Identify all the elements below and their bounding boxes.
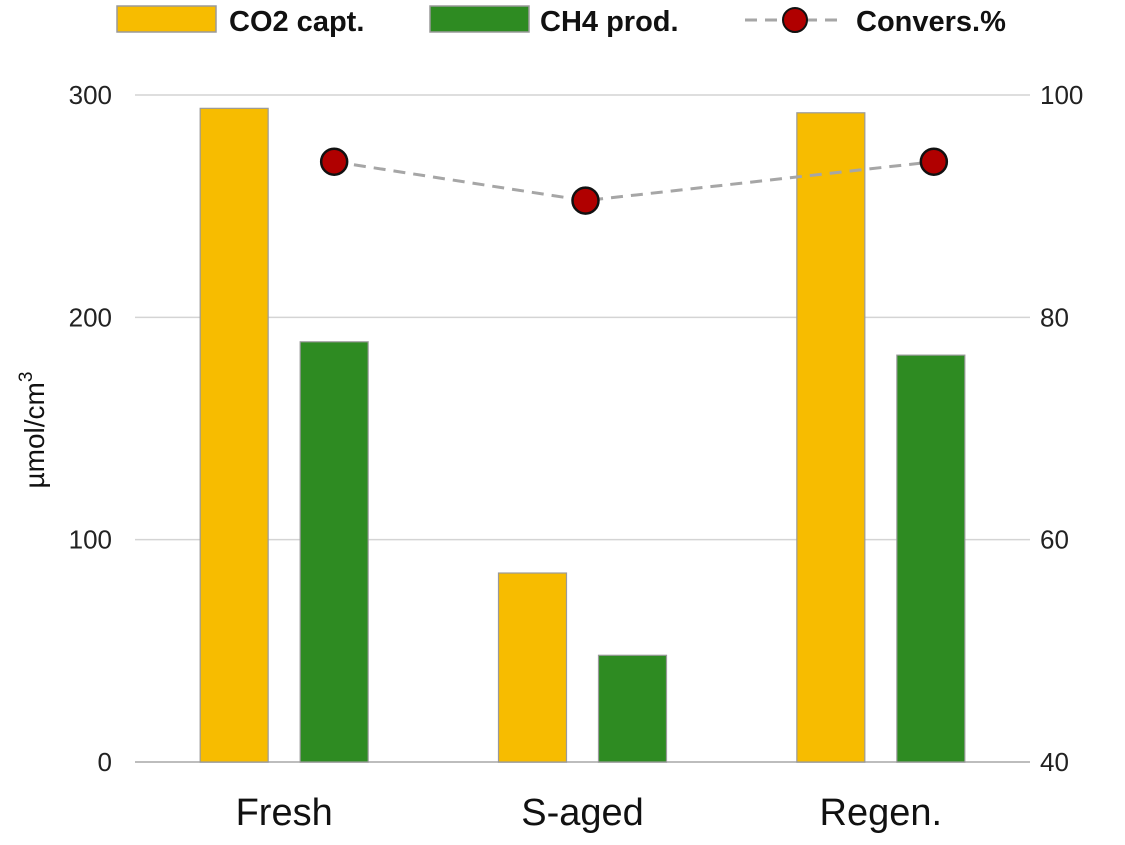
bar-ch4-1: [597, 654, 668, 763]
y-tick-label: 300: [69, 80, 112, 110]
category-label: Regen.: [820, 792, 943, 834]
y2-tick-label: 100: [1040, 80, 1083, 110]
bars: [199, 107, 966, 763]
conversion-line: [333, 160, 934, 203]
y2-tick-label: 80: [1040, 302, 1069, 332]
y2-tick-label: 40: [1040, 747, 1069, 777]
legend-swatch-co2: [116, 5, 217, 33]
y-tick-label: 100: [69, 525, 112, 555]
legend-label-co2: CO2 capt.: [229, 6, 364, 38]
conversion-point-2: [919, 147, 949, 176]
conversion-series: [319, 147, 949, 215]
category-label: Fresh: [236, 792, 333, 834]
legend-label-conversion: Convers.%: [856, 6, 1006, 38]
bar-co2-2: [796, 112, 866, 763]
y-tick-label: 200: [69, 302, 112, 332]
gridlines: [135, 94, 1030, 763]
y-axis-label: µmol/cm3: [16, 372, 50, 489]
y-tick-label: 0: [98, 747, 112, 777]
conversion-point-1: [571, 186, 600, 215]
legend: CO2 capt. CH4 prod. Convers.%: [116, 5, 1006, 38]
category-labels: Fresh S-aged Regen.: [236, 792, 943, 834]
bar-co2-1: [497, 572, 568, 763]
y2-tick-label: 60: [1040, 525, 1069, 555]
category-label: S-aged: [521, 792, 644, 834]
legend-swatch-ch4: [429, 5, 530, 33]
legend-marker-conversion: [782, 7, 808, 33]
bar-co2-0: [199, 107, 269, 763]
right-axis-ticks: 40 60 80 100: [1040, 80, 1083, 777]
bar-ch4-0: [299, 341, 369, 763]
bar-ch4-2: [896, 354, 966, 763]
conversion-point-0: [319, 147, 349, 176]
legend-label-ch4: CH4 prod.: [540, 6, 679, 38]
left-axis-ticks: 0 100 200 300: [69, 80, 112, 777]
